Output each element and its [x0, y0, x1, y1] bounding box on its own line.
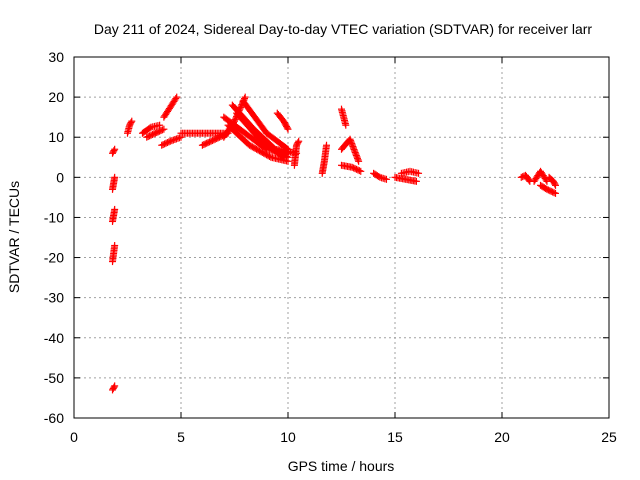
data-point	[127, 119, 135, 127]
data-point	[295, 137, 303, 145]
y-tick-label: 10	[48, 129, 64, 145]
data-point	[525, 176, 533, 184]
data-point	[172, 95, 180, 103]
data-point	[284, 125, 292, 133]
data-point	[110, 147, 118, 155]
data-point	[111, 145, 119, 153]
axis-ticks: 0 5 10 15 20 25 -60 -50 -40 -30 -20 -10 0 10 20 30	[44, 49, 617, 445]
data-point	[283, 144, 291, 152]
data-point	[283, 124, 291, 132]
x-tick-label: 20	[494, 429, 510, 445]
data-point	[156, 121, 164, 129]
data-point	[355, 157, 363, 165]
y-tick-label: -60	[44, 410, 64, 426]
y-tick-label: -50	[44, 370, 64, 386]
data-point	[357, 167, 365, 175]
data-point	[265, 152, 273, 160]
data-point	[294, 139, 302, 147]
y-tick-label: -20	[44, 250, 64, 266]
x-tick-label: 15	[387, 429, 403, 445]
data-point	[355, 167, 363, 175]
data-point	[111, 205, 119, 213]
data-point	[111, 382, 119, 390]
x-tick-label: 0	[70, 429, 78, 445]
data-point	[111, 242, 119, 250]
data-point	[280, 153, 288, 161]
y-tick-label: -40	[44, 330, 64, 346]
data-point	[160, 125, 168, 133]
data-point	[342, 121, 350, 129]
data-point	[552, 181, 559, 189]
data-point	[241, 93, 249, 101]
x-tick-label: 25	[601, 429, 617, 445]
x-tick-label: 10	[280, 429, 296, 445]
data-point	[278, 152, 286, 160]
data-point	[551, 180, 559, 188]
y-tick-label: -30	[44, 290, 64, 306]
data-point	[110, 383, 118, 391]
data-point	[543, 177, 551, 185]
data-point	[146, 124, 154, 132]
x-tick-label: 5	[177, 429, 185, 445]
y-tick-label: 0	[56, 169, 64, 185]
data-point	[165, 138, 173, 146]
data-point	[415, 169, 423, 177]
data-point	[552, 189, 559, 197]
chart-title: Day 211 of 2024, Sidereal Day-to-day VTE…	[94, 21, 593, 37]
data-point	[323, 141, 331, 149]
data-point	[128, 117, 136, 125]
data-point	[111, 173, 119, 181]
y-tick-label: -10	[44, 209, 64, 225]
data-point	[158, 126, 166, 134]
y-axis-title: SDTVAR / TECUs	[6, 181, 22, 293]
y-tick-label: 30	[48, 49, 64, 65]
plot-frame	[73, 56, 610, 419]
data-point	[284, 145, 292, 153]
data-point	[382, 175, 390, 183]
data-point	[550, 189, 558, 197]
data-points	[109, 93, 559, 394]
data-point	[412, 177, 420, 185]
data-point	[173, 93, 181, 101]
data-point	[231, 116, 239, 124]
data-point	[237, 104, 245, 112]
y-tick-label: 20	[48, 89, 64, 105]
x-axis-title: GPS time / hours	[288, 458, 395, 474]
